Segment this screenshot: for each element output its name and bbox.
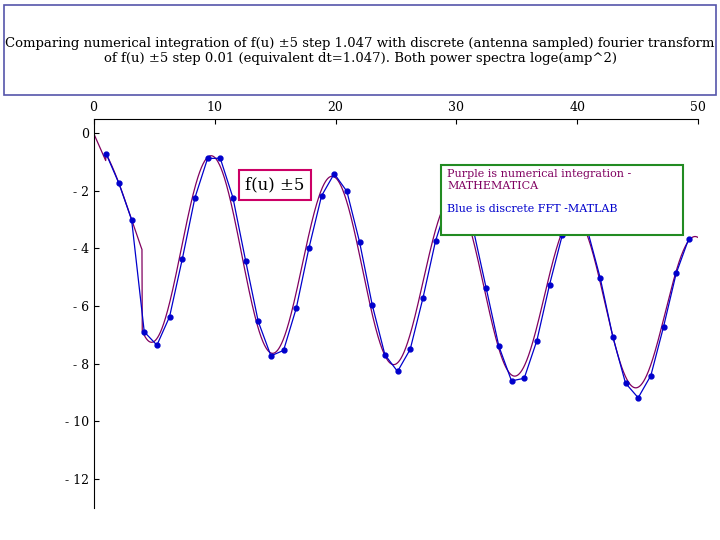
Text: Purple is numerical integration -
MATHEMATICA: Purple is numerical integration - MATHEM… <box>447 170 631 191</box>
Text: Comparing numerical integration of f(u) ±5 step 1.047 with discrete (antenna sam: Comparing numerical integration of f(u) … <box>5 37 715 65</box>
Text: f(u) ±5: f(u) ±5 <box>246 177 305 193</box>
Text: Blue is discrete FFT -MATLAB: Blue is discrete FFT -MATLAB <box>447 204 618 214</box>
FancyBboxPatch shape <box>441 165 683 235</box>
X-axis label: t: t <box>393 84 399 98</box>
